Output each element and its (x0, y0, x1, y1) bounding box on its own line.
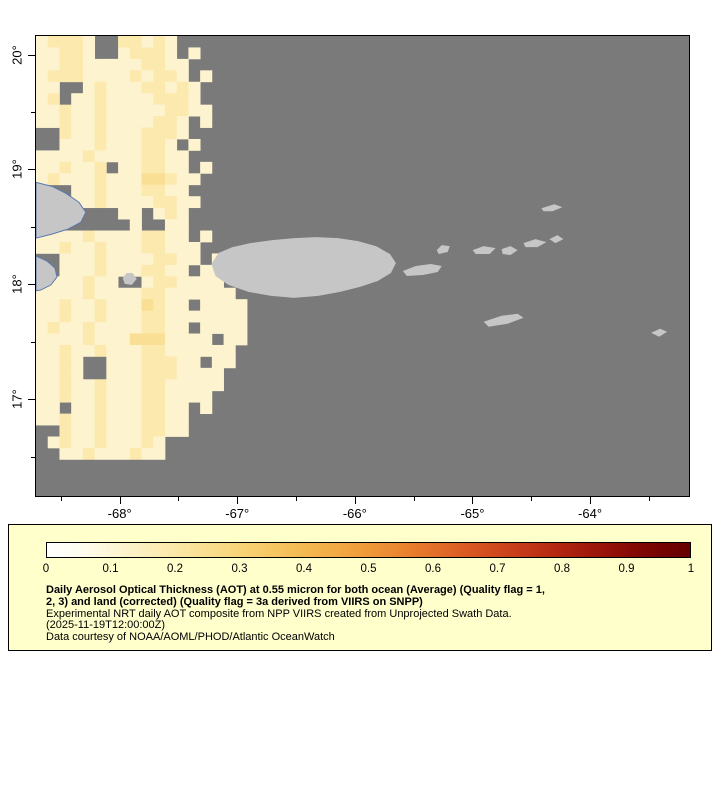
x-axis-minor-tick (648, 497, 650, 501)
y-axis-minor-tick (31, 456, 35, 458)
x-axis-label: -65° (460, 506, 485, 521)
y-axis-label: 17° (9, 389, 25, 410)
land-saba (651, 328, 668, 337)
x-axis-label: -67° (225, 506, 250, 521)
colorbar-tick-label: 0.2 (167, 563, 183, 575)
x-axis-tick (237, 497, 239, 504)
land-virgin_gorda (549, 235, 564, 244)
colorbar-tick-label: 0.9 (618, 563, 635, 575)
x-axis-tick (354, 497, 356, 504)
land-st_john (501, 246, 518, 256)
y-axis-tick (28, 169, 35, 171)
x-axis-tick (590, 497, 592, 504)
land-st_thomas (472, 246, 496, 255)
legend-panel: 0 0.1 0.2 0.3 0.4 0.5 0.6 0.7 0.8 0.9 1 Daily Aero… (8, 524, 712, 651)
land-hispaniola_northeast (36, 181, 87, 239)
x-axis-tick (119, 497, 121, 504)
colorbar-tick-label: 0.7 (489, 563, 506, 575)
y-axis-label: 18° (9, 274, 25, 295)
y-axis-minor-tick (31, 226, 35, 228)
land-tortola (523, 239, 547, 248)
colorbar-tick-label: 0.8 (554, 563, 570, 575)
y-axis-label: 19° (9, 159, 25, 180)
x-axis-minor-tick (178, 497, 180, 501)
legend-text-block: Daily Aerosol Optical Thickness (AOT) at… (46, 584, 545, 644)
colorbar-tick-label: 0.3 (231, 563, 248, 575)
y-axis-label: 20° (9, 44, 25, 65)
colorbar-tick-label: 0.6 (425, 563, 441, 575)
aot-heatmap-svg (36, 36, 668, 460)
map-plot-area (35, 35, 690, 497)
land-st_croix (483, 313, 524, 327)
colorbar-tick-label: 0.5 (360, 563, 377, 575)
land-mona_island (122, 272, 137, 285)
y-axis-minor-tick (31, 112, 35, 113)
y-axis-tick (28, 54, 35, 56)
x-axis-label: -64° (578, 506, 603, 521)
aot-grid (36, 36, 248, 460)
colorbar-gradient (46, 542, 691, 558)
colorbar-tick-label: 0 (42, 563, 50, 575)
legend-timestamp: (2025-11-19T12:00:00Z) (46, 619, 166, 632)
legend-title-line2: 2, 3) and land (corrected) (Quality flag… (46, 595, 423, 608)
colorbar-tick-label: 0.1 (102, 563, 119, 575)
x-axis-label: -66° (342, 506, 367, 521)
x-axis-minor-tick (531, 497, 533, 501)
land-puerto_rico (211, 237, 396, 298)
y-axis-minor-tick (31, 341, 35, 343)
land-anegada (541, 204, 563, 212)
land-culebra (436, 245, 450, 255)
legend-title-line1: Daily Aerosol Optical Thickness (AOT) at… (46, 584, 545, 596)
x-axis-minor-tick (296, 497, 298, 501)
legend-subtitle: Experimental NRT daily AOT composite fro… (46, 607, 512, 620)
land-vieques (402, 264, 442, 276)
y-axis-tick (28, 284, 35, 286)
x-axis-tick (472, 497, 474, 504)
colorbar-tick-label: 1 (687, 563, 695, 575)
y-axis-tick (28, 399, 35, 401)
x-axis-label: -68° (107, 506, 132, 521)
colorbar-tick-label: 0.4 (296, 563, 312, 575)
legend-credit: Data courtesy of NOAA/AOML/PHOD/Atlantic… (46, 631, 335, 644)
x-axis-minor-tick (60, 497, 62, 501)
x-axis-minor-tick (413, 497, 415, 501)
land-hispaniola_southeast (36, 255, 58, 292)
